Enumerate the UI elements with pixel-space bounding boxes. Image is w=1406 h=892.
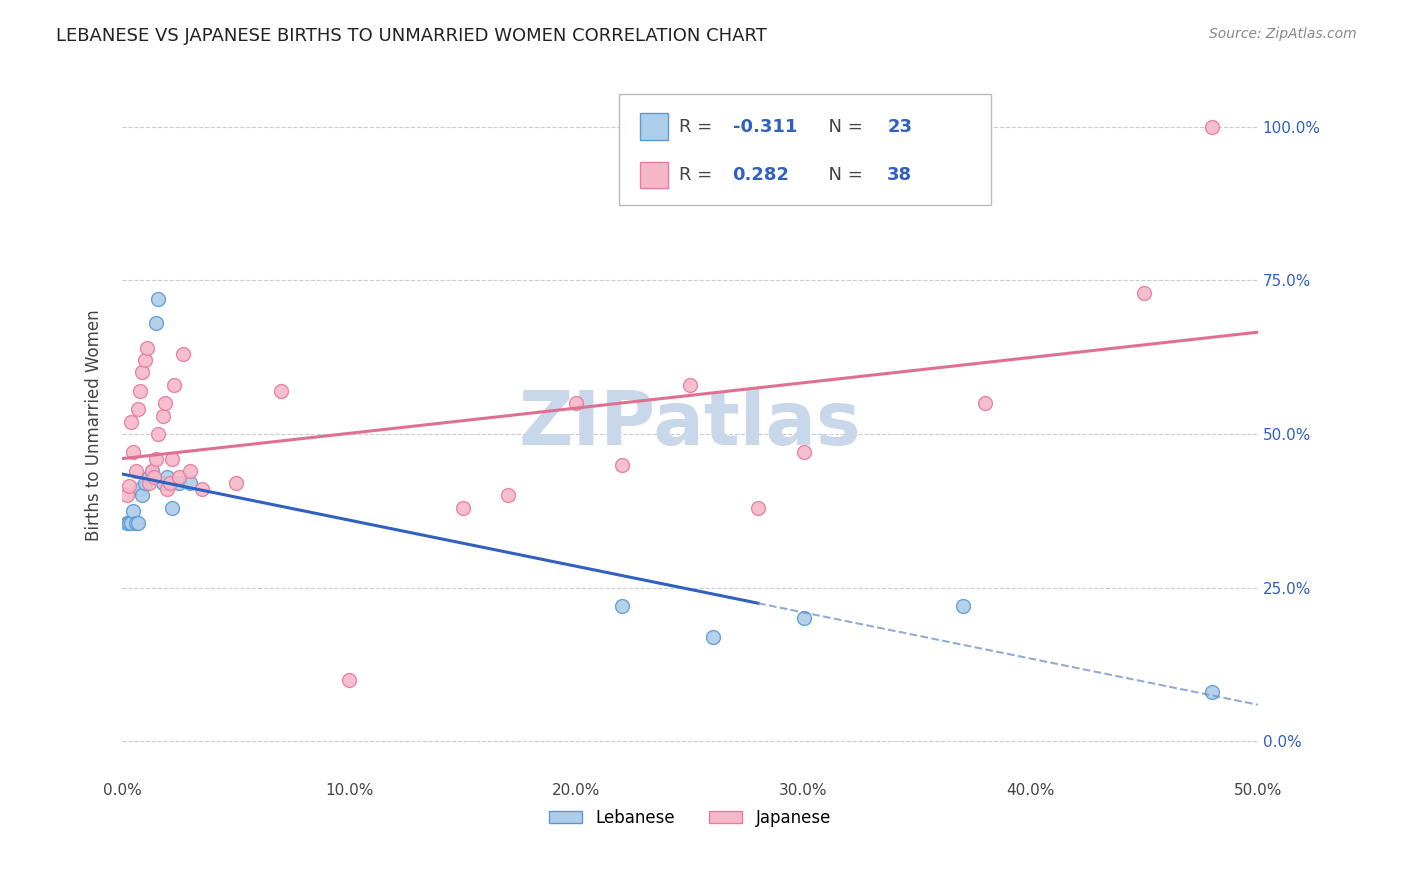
Point: [179, 464, 201, 478]
Point: [156, 483, 179, 497]
Point: [496, 488, 519, 502]
Point: [190, 483, 212, 497]
Legend: Lebanese, Japanese: Lebanese, Japanese: [543, 802, 838, 833]
Point: [138, 470, 160, 484]
Text: N =: N =: [817, 166, 869, 184]
Point: [131, 488, 153, 502]
Point: [141, 464, 163, 478]
Point: [129, 483, 152, 497]
Point: [451, 500, 474, 515]
Point: [179, 476, 201, 491]
Point: [702, 630, 724, 644]
Point: [155, 396, 177, 410]
Point: [156, 470, 179, 484]
Point: [167, 470, 190, 484]
Point: [127, 402, 149, 417]
Point: [747, 500, 769, 515]
Point: [131, 366, 153, 380]
Y-axis label: Births to Unmarried Women: Births to Unmarried Women: [86, 309, 103, 541]
Text: 0.282: 0.282: [733, 166, 790, 184]
Point: [115, 516, 138, 530]
Text: ZIPatlas: ZIPatlas: [519, 388, 862, 461]
Point: [145, 451, 167, 466]
Point: [134, 476, 156, 491]
Point: [127, 516, 149, 530]
Point: [1201, 685, 1223, 699]
Point: [134, 353, 156, 368]
Point: [136, 341, 159, 355]
Text: 38: 38: [887, 166, 912, 184]
Point: [160, 451, 183, 466]
Point: [337, 673, 360, 687]
Point: [125, 464, 148, 478]
Point: [565, 396, 588, 410]
Point: [679, 377, 702, 392]
Point: [152, 476, 174, 491]
Text: -0.311: -0.311: [733, 118, 797, 136]
Point: [792, 611, 814, 625]
Point: [125, 516, 148, 530]
Text: N =: N =: [817, 118, 869, 136]
Point: [122, 504, 145, 518]
Point: [270, 384, 292, 398]
Point: [129, 384, 152, 398]
Text: R =: R =: [679, 166, 718, 184]
Point: [142, 470, 165, 484]
Point: [120, 415, 142, 429]
Point: [148, 427, 170, 442]
Point: [118, 479, 141, 493]
Point: [952, 599, 974, 613]
Point: [141, 464, 163, 478]
Point: [122, 445, 145, 459]
Point: [159, 476, 181, 491]
Point: [145, 316, 167, 330]
Text: 23: 23: [887, 118, 912, 136]
Point: [118, 516, 141, 530]
Text: Source: ZipAtlas.com: Source: ZipAtlas.com: [1209, 27, 1357, 41]
Point: [792, 445, 814, 459]
Point: [974, 396, 997, 410]
Point: [610, 458, 633, 472]
Point: [115, 488, 138, 502]
Point: [610, 599, 633, 613]
Point: [1201, 120, 1223, 134]
Point: [138, 476, 160, 491]
Text: R =: R =: [679, 118, 718, 136]
Point: [152, 409, 174, 423]
Text: LEBANESE VS JAPANESE BIRTHS TO UNMARRIED WOMEN CORRELATION CHART: LEBANESE VS JAPANESE BIRTHS TO UNMARRIED…: [56, 27, 768, 45]
Point: [160, 500, 183, 515]
Point: [225, 476, 247, 491]
Point: [172, 347, 194, 361]
Point: [120, 516, 142, 530]
Point: [167, 476, 190, 491]
Point: [163, 377, 186, 392]
Point: [148, 292, 170, 306]
Point: [1133, 285, 1156, 300]
